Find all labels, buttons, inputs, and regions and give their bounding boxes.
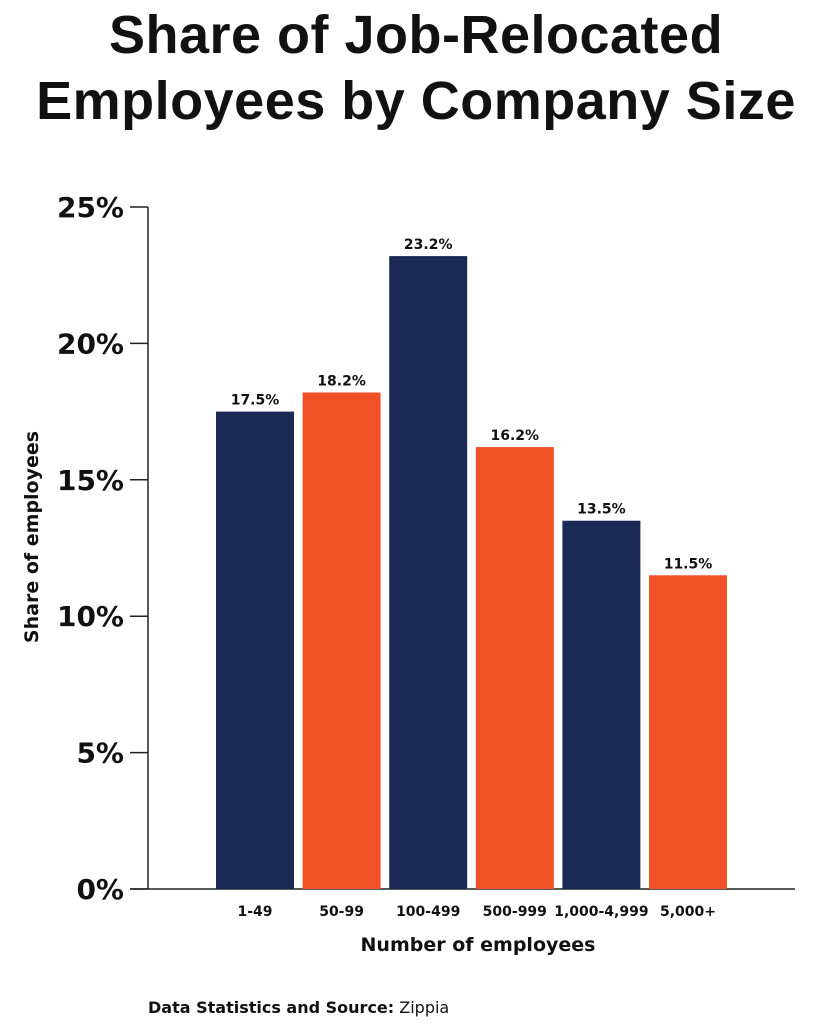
y-tick-label: 5% [76,737,124,770]
y-tick-label: 10% [57,600,124,633]
data-label: 11.5% [664,556,713,572]
x-tick-label: 5,000+ [660,904,716,920]
bar [216,411,294,889]
y-tick-label: 0% [76,873,124,906]
bar [302,392,381,889]
y-tick-label: 15% [57,464,124,497]
x-tick-label: 1,000-4,999 [554,904,648,920]
source-note: Data Statistics and Source: Zippia [148,998,449,1017]
bar [562,520,641,889]
bar [389,256,468,889]
chart-title: Share of Job-Relocated Employees by Comp… [36,5,796,131]
x-tick-label: 500-999 [483,904,547,920]
x-tick-label: 100-499 [396,904,460,920]
data-label: 23.2% [404,237,453,253]
data-label: 13.5% [577,502,626,518]
x-axis-label: Number of employees [361,934,596,956]
data-label: 18.2% [317,374,366,390]
x-tick-label: 1-49 [237,904,272,920]
x-tick-label: 50-99 [319,904,364,920]
bar [475,447,554,889]
data-label: 17.5% [231,393,280,409]
y-tick-label: 20% [57,327,124,360]
source-label: Data Statistics and Source: [148,998,395,1017]
data-label: 16.2% [491,428,540,444]
y-axis-label: Share of employees [21,431,43,643]
source-value: Zippia [399,998,450,1017]
bar [649,575,727,889]
y-tick-label: 25% [57,191,124,224]
